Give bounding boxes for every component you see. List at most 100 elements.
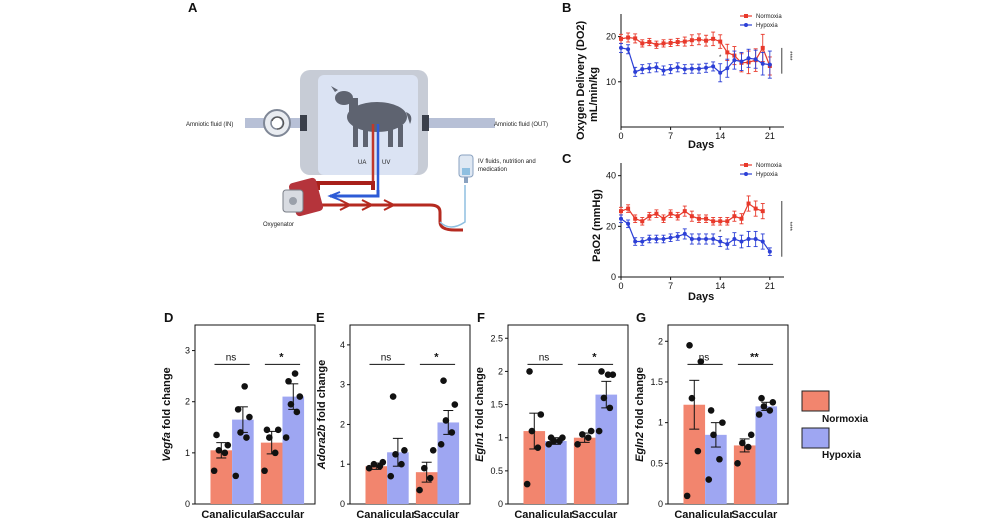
y-tick-label: 20 bbox=[606, 221, 616, 231]
y-axis-label: Egln2 fold change bbox=[634, 367, 646, 462]
data-point bbox=[451, 401, 459, 408]
data-point bbox=[711, 64, 716, 69]
y-tick-label: 2 bbox=[498, 366, 503, 376]
data-point bbox=[263, 426, 271, 434]
port-right bbox=[422, 115, 429, 131]
y-tick-label: 10 bbox=[606, 77, 616, 87]
data-point bbox=[640, 239, 645, 244]
data-point bbox=[287, 400, 295, 408]
data-point bbox=[732, 58, 737, 63]
data-point bbox=[746, 201, 751, 206]
data-point bbox=[528, 427, 536, 435]
data-point bbox=[654, 211, 659, 216]
data-point bbox=[389, 393, 397, 400]
y-tick-label: 1 bbox=[185, 448, 190, 458]
x-tick-label: 7 bbox=[668, 131, 673, 141]
data-point bbox=[633, 216, 638, 221]
y-tick-label: 0.5 bbox=[490, 466, 503, 476]
data-point bbox=[696, 216, 701, 221]
data-point bbox=[760, 45, 765, 50]
data-point bbox=[734, 460, 741, 467]
data-point bbox=[654, 237, 659, 241]
x-tick-label: 21 bbox=[765, 281, 775, 291]
significance-label: ns bbox=[381, 352, 392, 363]
legend-label-normoxia: Normoxia bbox=[822, 414, 869, 425]
bar-hypoxia bbox=[705, 434, 727, 504]
data-point bbox=[716, 455, 723, 463]
data-point bbox=[675, 214, 680, 219]
tube-out bbox=[425, 118, 495, 128]
data-point bbox=[437, 441, 445, 448]
amniotic-out-label: Amniotic fluid (OUT) bbox=[494, 122, 548, 128]
data-point bbox=[587, 427, 595, 435]
data-point bbox=[640, 219, 645, 224]
return-arrow-2-icon bbox=[361, 199, 375, 211]
y-tick-label: 0 bbox=[340, 499, 345, 509]
data-point bbox=[675, 234, 680, 239]
data-point bbox=[696, 37, 701, 42]
venous-arrow-icon bbox=[327, 191, 341, 201]
data-point bbox=[626, 221, 631, 226]
x-tick-label: 14 bbox=[715, 131, 725, 141]
x-category-label: Canalicular bbox=[201, 509, 261, 521]
data-point bbox=[725, 66, 730, 71]
y-tick-label: 0 bbox=[658, 499, 663, 509]
x-category-label: Saccular bbox=[258, 509, 305, 521]
data-point bbox=[696, 237, 701, 241]
y-axis-label: Adora2b fold change bbox=[316, 360, 328, 470]
bar-hypoxia bbox=[232, 419, 254, 504]
data-point bbox=[282, 434, 290, 441]
data-point bbox=[626, 35, 631, 40]
data-point bbox=[243, 434, 250, 441]
plot-frame bbox=[194, 324, 316, 505]
y-tick-label: 1.5 bbox=[490, 400, 503, 410]
y-tick-label: 2.5 bbox=[490, 333, 503, 343]
iv-line bbox=[439, 185, 466, 228]
data-point bbox=[241, 383, 248, 390]
lamb-icon bbox=[331, 86, 412, 147]
x-category-label: Canalicular bbox=[514, 509, 574, 521]
chart-d-vegfa: D 0 1 2 3 Vegfa fold change Canalicular ns Sacc… bbox=[161, 310, 316, 521]
data-point bbox=[221, 449, 229, 457]
chart-b-oxygen-delivery: B Oxygen Delivery (DO2) mL/min/kg Days 0… bbox=[562, 0, 792, 151]
data-point bbox=[747, 431, 755, 439]
bar-normoxia bbox=[573, 437, 596, 504]
panel-letter-b: B bbox=[562, 0, 571, 15]
data-point bbox=[271, 449, 279, 457]
data-point bbox=[246, 413, 253, 421]
legend-text-hypoxia: Hypoxia bbox=[756, 23, 778, 29]
panel-letter-e: E bbox=[316, 310, 325, 325]
data-point bbox=[426, 474, 434, 482]
x-tick-label: 14 bbox=[715, 281, 725, 291]
bar-legend: Normoxia Hypoxia bbox=[801, 390, 869, 461]
data-point bbox=[718, 219, 723, 224]
x-category-label: Saccular bbox=[731, 509, 778, 521]
y-tick-label: 3 bbox=[340, 380, 345, 390]
data-point bbox=[619, 45, 623, 50]
significance-label: ns bbox=[699, 352, 710, 363]
significance-stars: **** bbox=[786, 51, 792, 61]
day14-star: * bbox=[719, 55, 722, 61]
data-point bbox=[547, 434, 555, 442]
port-left bbox=[300, 115, 307, 131]
data-point bbox=[365, 464, 373, 472]
data-point bbox=[537, 411, 545, 418]
plot-frame bbox=[349, 324, 471, 505]
plot-frame bbox=[507, 324, 629, 505]
data-point bbox=[640, 41, 645, 46]
chart-b-ylabel-line2: mL/min/kg bbox=[588, 67, 600, 122]
data-point bbox=[559, 434, 566, 442]
data-point bbox=[718, 239, 723, 244]
series-line-hypoxia bbox=[620, 47, 770, 74]
data-point bbox=[291, 370, 299, 377]
data-point bbox=[753, 237, 758, 241]
data-point bbox=[633, 69, 638, 74]
x-category-label: Canalicular bbox=[674, 509, 734, 521]
data-point bbox=[604, 371, 612, 379]
data-point bbox=[683, 492, 691, 500]
y-axis-label-gene: Egln1 bbox=[474, 432, 486, 462]
data-point bbox=[584, 434, 592, 442]
data-point bbox=[293, 408, 301, 416]
y-tick-label: 4 bbox=[340, 340, 345, 350]
data-point bbox=[689, 38, 694, 43]
